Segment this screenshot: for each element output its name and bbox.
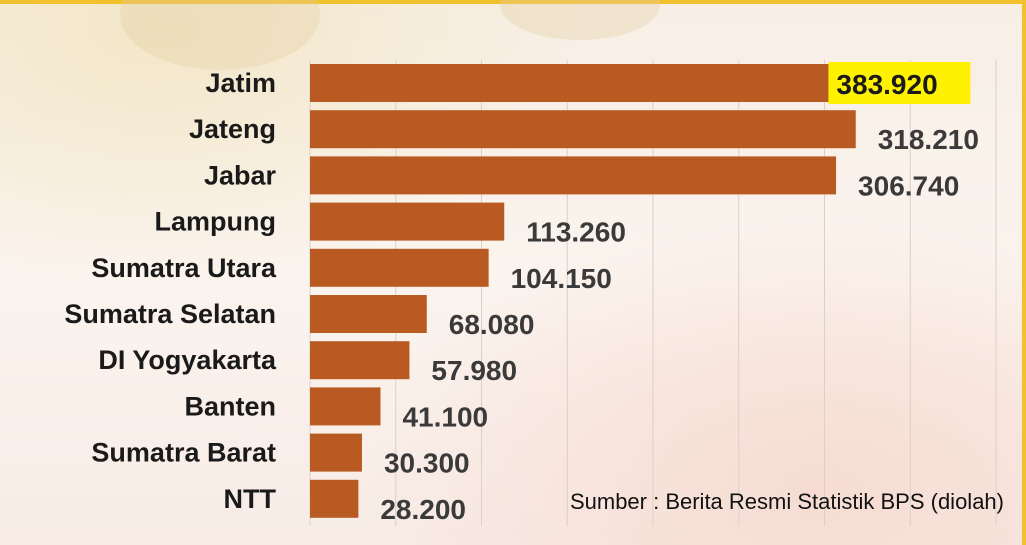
value-label: 318.210 [878, 124, 979, 155]
category-label: DI Yogyakarta [98, 345, 277, 375]
value-label: 383.920 [836, 69, 937, 100]
value-highlight [828, 62, 971, 104]
bar [310, 479, 359, 518]
bar [310, 295, 427, 333]
category-label: Jateng [189, 114, 276, 144]
category-label: Sumatra Barat [91, 438, 276, 468]
value-label: 57.980 [431, 355, 517, 386]
bar [310, 387, 381, 426]
value-label: 30.300 [384, 448, 470, 479]
category-label: NTT [224, 484, 277, 514]
bar [310, 110, 856, 149]
value-label: 28.200 [380, 494, 466, 525]
bar [310, 248, 489, 287]
value-label: 41.100 [402, 401, 488, 432]
bar [310, 202, 505, 241]
category-label: Banten [184, 391, 276, 421]
source-note: Sumber : Berita Resmi Statistik BPS (dio… [569, 489, 1004, 514]
value-label: 68.080 [449, 309, 535, 340]
value-labels: 383.920 318.210 306.740 113.260 104.150 68.08… [380, 62, 979, 525]
bar [310, 341, 410, 380]
category-label: Jatim [205, 68, 276, 98]
bar [310, 156, 837, 195]
category-label: Sumatra Utara [91, 253, 277, 283]
value-label: 306.740 [858, 170, 959, 201]
bar [310, 433, 362, 472]
value-label: 113.260 [526, 217, 626, 248]
category-label: Jabar [204, 160, 277, 190]
category-label: Sumatra Selatan [64, 299, 276, 329]
category-labels: Jatim Jateng Jabar Lampung Sumatra Utara Suma… [64, 68, 277, 514]
value-label: 104.150 [511, 263, 612, 294]
category-label: Lampung [155, 207, 277, 237]
